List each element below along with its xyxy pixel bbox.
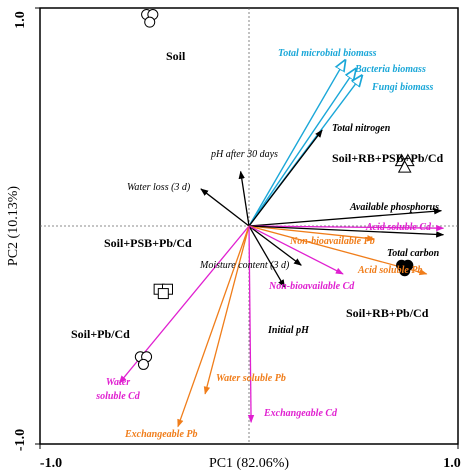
x-tick-label-min: -1.0 [40, 456, 62, 471]
sample-label-soil-pb-cd: Soil+Pb/Cd [71, 327, 130, 341]
vector-label-fungi-biomass: Fungi biomass [371, 82, 434, 93]
y-tick-label-max: 1.0 [13, 11, 28, 29]
vector-acid-soluble-cd [248, 224, 445, 232]
vector-moisture-content-3-d [248, 225, 302, 266]
vector-water-soluble-pb [203, 225, 250, 395]
vector-non-bioavailable-cd [248, 225, 344, 275]
vector-label-acid-soluble-cd: Acid soluble Cd [365, 222, 432, 233]
y-tick-label-min: -1.0 [13, 429, 28, 451]
vector-label-total-carbon: Total carbon [387, 248, 440, 259]
vector-total-microbial-biomass [248, 60, 345, 227]
sample-label-soil-rb-psb-pb-cd: Soil+RB+PSB+Pb/Cd [332, 151, 444, 165]
sample-group-soil-rb-pb-cd [396, 259, 414, 277]
sample-point-soil-rb-pb-cd-3 [399, 265, 411, 277]
sample-group-soil-rb-psb-pb-cd [394, 153, 415, 173]
vector-initial-ph [248, 225, 286, 288]
vector-label-water-loss-3-d: Water loss (3 d) [127, 182, 191, 193]
sample-group-soil [141, 9, 159, 28]
sample-point-soil-psb-pb-cd-3 [157, 288, 169, 300]
y-axis-title: PC2 (10.13%) [6, 186, 21, 266]
vector-exchangeable-pb [177, 225, 250, 428]
vector-available-phosphorus [248, 208, 443, 227]
vector-exchangeable-cd [247, 225, 255, 423]
sample-group-soil-pb-cd [134, 351, 153, 370]
vector-label-water-soluble-pb: Water soluble Pb [216, 373, 286, 384]
sample-groups [134, 9, 415, 370]
vector-label-bacteria-biomass: Bacteria biomass [354, 64, 426, 75]
x-tick-label-max: 1.0 [443, 456, 461, 471]
vector-label-moisture-content-3-d: Moisture content (3 d) [199, 260, 290, 271]
sample-label-soil: Soil [166, 49, 186, 63]
vector-label-non-bioavailable-cd: Non-bioavailable Cd [268, 281, 355, 292]
sample-group-soil-psb-pb-cd [153, 283, 173, 300]
sample-point-soil-pb-cd-3 [137, 358, 149, 370]
vector-label-available-phosphorus: Available phosphorus [349, 202, 439, 213]
vector-label-exchangeable-pb: Exchangeable Pb [124, 429, 198, 440]
vector-total-nitrogen [248, 129, 323, 227]
vector-total-carbon [248, 225, 445, 238]
vector-label-exchangeable-cd: Exchangeable Cd [263, 408, 338, 419]
vector-bacteria-biomass [248, 69, 356, 227]
chart-labels: Total microbial biomass Bacteria biomass F… [71, 48, 444, 440]
vector-label-acid-soluble-pb: Acid soluble Pb [357, 265, 422, 276]
vector-label-total-microbial-biomass: Total microbial biomass [278, 48, 377, 59]
vector-water-loss-3-d [200, 188, 250, 227]
vector-ph-after-30-days [238, 170, 250, 227]
sample-point-soil-3 [144, 16, 156, 28]
vector-label-total-nitrogen: Total nitrogen [332, 123, 391, 134]
vector-label-water-soluble-cd: Water soluble Cd [95, 377, 141, 402]
vector-label-non-bioavailable-pb: Non-bioavailable Pb [289, 236, 375, 247]
sample-label-soil-rb-pb-cd: Soil+RB+Pb/Cd [346, 306, 429, 320]
vector-label-ph-after-30-days: pH after 30 days [210, 149, 278, 160]
sample-label-soil-psb-pb-cd: Soil+PSB+Pb/Cd [104, 236, 192, 250]
vector-non-bioavailable-pb [248, 225, 376, 242]
x-axis-title: PC1 (82.06%) [209, 456, 289, 471]
sample-point-soil-rb-psb-pb-cd-3 [397, 160, 412, 173]
vector-label-initial-ph: Initial pH [267, 325, 310, 336]
